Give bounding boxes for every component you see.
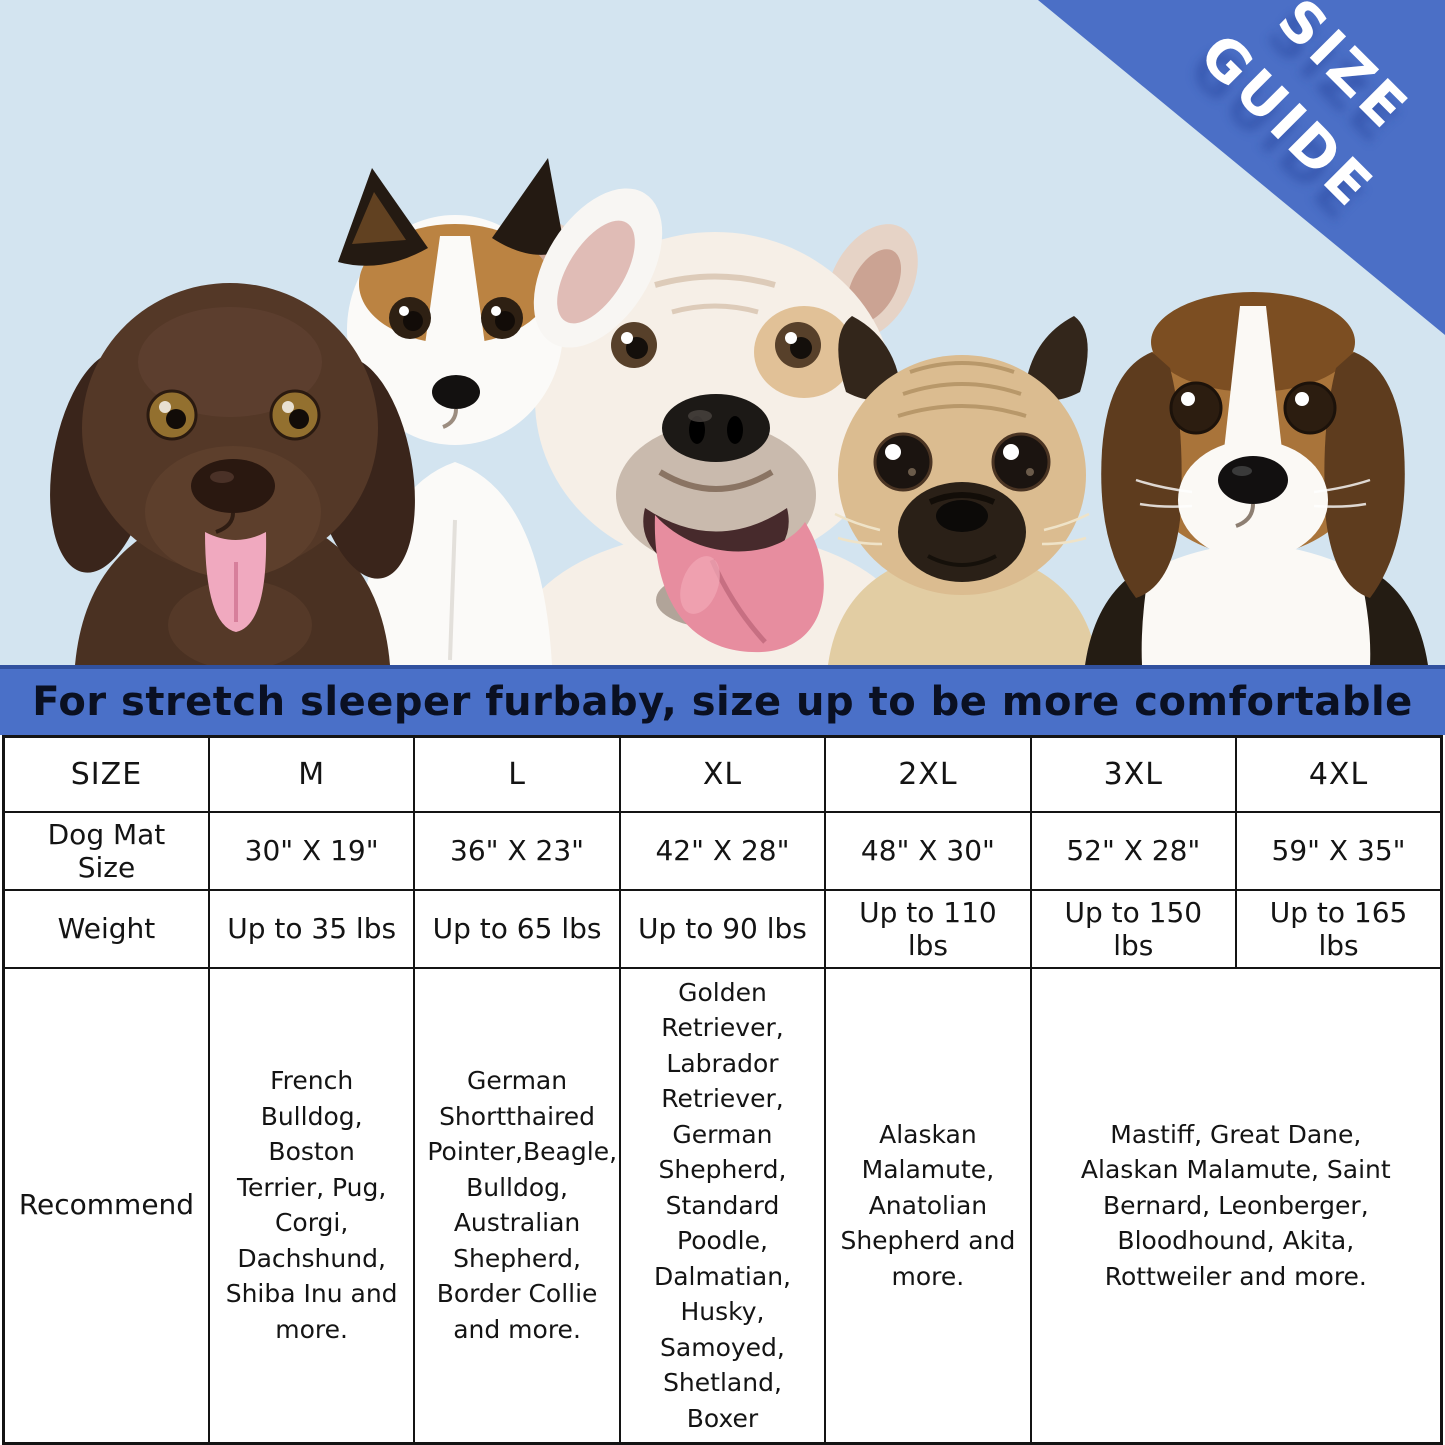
- recommend-cell-3xl-4xl: Mastiff, Great Dane, Alaskan Malamute, S…: [1029, 966, 1443, 1445]
- puppies-photo-area: SIZE GUIDE SIZE GUIDE: [0, 0, 1445, 665]
- promo-banner-text: For stretch sleeper furbaby, size up to …: [32, 679, 1413, 725]
- weight-row-label: Weight: [2, 888, 210, 969]
- puppies-photo: SIZE GUIDE SIZE GUIDE: [0, 0, 1445, 665]
- recommend-cell-2xl: Alaskan Malamute, Anatolian Shepherd and…: [824, 966, 1032, 1445]
- recommend-row: Recommend French Bulldog, Boston Terrier…: [2, 966, 1443, 1445]
- weight-cell-2xl: Up to 110 lbs: [824, 888, 1032, 969]
- pug-puppy: [828, 316, 1098, 665]
- recommend-row-label: Recommend: [2, 966, 210, 1445]
- weight-cell-l: Up to 65 lbs: [413, 888, 621, 969]
- recommend-cell-m: French Bulldog, Boston Terrier, Pug, Cor…: [207, 966, 416, 1445]
- size-table: SIZE M L XL 2XL 3XL 4XL Dog Mat Size 30"…: [2, 735, 1443, 1445]
- mat-size-row: Dog Mat Size 30" X 19" 36" X 23" 42" X 2…: [2, 810, 1443, 891]
- weight-cell-xl: Up to 90 lbs: [618, 888, 827, 969]
- mat-size-cell-m: 30" X 19": [207, 810, 416, 891]
- header-cell-xl: XL: [618, 735, 827, 813]
- mat-size-cell-xl: 42" X 28": [618, 810, 827, 891]
- size-guide-ribbon: SIZE GUIDE SIZE GUIDE: [1038, 0, 1445, 335]
- promo-banner: For stretch sleeper furbaby, size up to …: [0, 665, 1445, 735]
- mat-size-cell-2xl: 48" X 30": [824, 810, 1032, 891]
- header-cell-2xl: 2XL: [824, 735, 1032, 813]
- weight-cell-m: Up to 35 lbs: [207, 888, 416, 969]
- table-header-row: SIZE M L XL 2XL 3XL 4XL: [2, 735, 1443, 813]
- weight-row: Weight Up to 35 lbs Up to 65 lbs Up to 9…: [2, 888, 1443, 969]
- recommend-cell-l: German Shortthaired Pointer,Beagle, Bull…: [413, 966, 621, 1445]
- recommend-cell-xl: Golden Retriever, Labrador Retriever, Ge…: [618, 966, 827, 1445]
- mat-size-cell-3xl: 52" X 28": [1029, 810, 1238, 891]
- weight-cell-3xl: Up to 150 lbs: [1029, 888, 1238, 969]
- mat-size-row-label: Dog Mat Size: [2, 810, 210, 891]
- header-cell-3xl: 3XL: [1029, 735, 1238, 813]
- header-cell-l: L: [413, 735, 621, 813]
- header-cell-m: M: [207, 735, 416, 813]
- mat-size-cell-4xl: 59" X 35": [1235, 810, 1443, 891]
- mat-size-cell-l: 36" X 23": [413, 810, 621, 891]
- beagle-puppy: [1085, 292, 1428, 665]
- chocolate-labrador-puppy: [50, 283, 415, 665]
- header-cell-size: SIZE: [2, 735, 210, 813]
- header-cell-4xl: 4XL: [1235, 735, 1443, 813]
- weight-cell-4xl: Up to 165 lbs: [1235, 888, 1443, 969]
